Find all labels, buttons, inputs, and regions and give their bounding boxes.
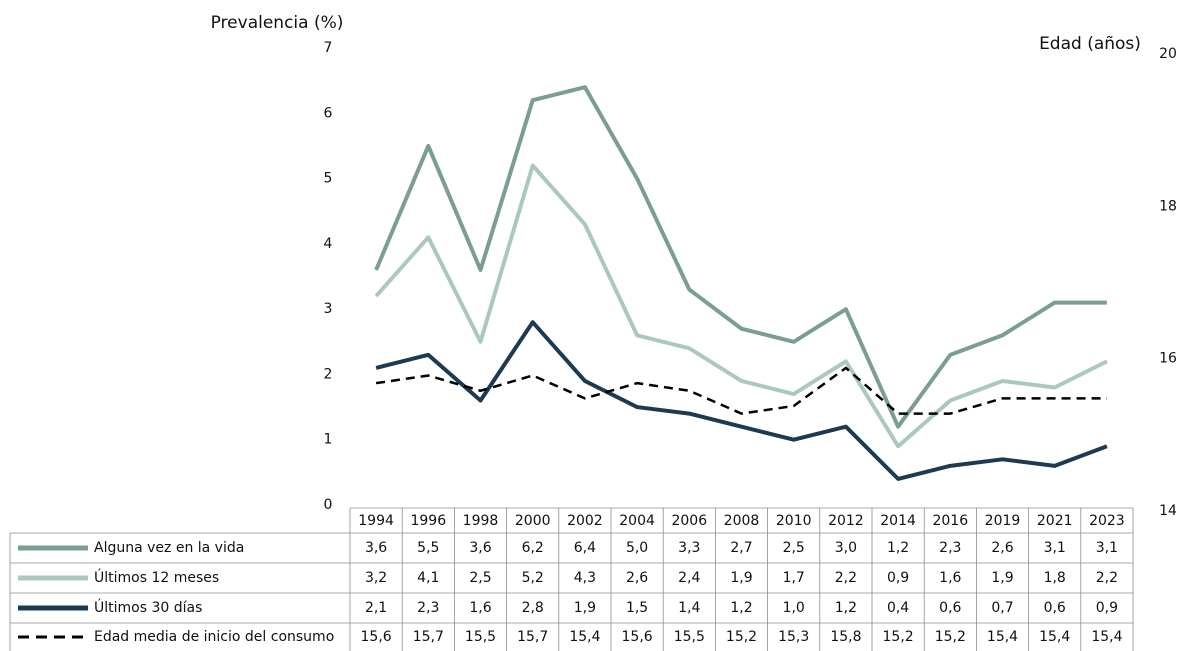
data-label: 2,7 [730,540,752,556]
data-label: 15,3 [778,629,809,645]
data-label: 2,5 [469,570,491,586]
data-label: 1,9 [730,570,752,586]
data-label: 2,5 [783,540,805,556]
data-label: 15,8 [830,629,861,645]
legend-label: Edad media de inicio del consumo [94,629,334,645]
data-label: 6,2 [522,540,544,556]
data-label: 3,6 [365,540,387,556]
x-tick-label: 2012 [828,513,864,529]
data-label: 15,7 [413,629,444,645]
data-label: 4,1 [417,570,439,586]
data-label: 1,4 [678,600,700,616]
data-label: 1,2 [730,600,752,616]
data-label: 2,2 [1096,570,1118,586]
x-tick-label: 2021 [1037,513,1073,529]
x-tick-label: 2019 [985,513,1021,529]
x-tick-label: 2014 [880,513,916,529]
data-label: 0,9 [1096,600,1118,616]
data-label: 6,4 [574,540,596,556]
data-label: 0,6 [1044,600,1066,616]
data-label: 15,6 [361,629,392,645]
y-tick-label: 5 [324,171,333,187]
data-label: 1,0 [783,600,805,616]
data-label: 1,6 [939,570,961,586]
y-tick-label: 6 [324,105,333,121]
data-label: 3,6 [469,540,491,556]
series-line [374,163,1108,449]
series-line [375,366,1107,415]
legend-label: Últimos 30 días [94,598,202,616]
y2-tick-label: 20 [1159,46,1177,62]
x-tick-label: 2002 [567,513,603,529]
y2-tick-label: 18 [1159,198,1177,214]
data-label: 15,4 [1039,629,1070,645]
x-tick-label: 2000 [515,513,551,529]
x-tick-label: 2006 [671,513,707,529]
y-tick-label: 1 [324,432,333,448]
data-label: 5,5 [417,540,439,556]
x-tick-label: 2023 [1089,513,1125,529]
data-label: 2,3 [939,540,961,556]
data-label: 15,2 [726,629,757,645]
data-label: 1,9 [574,600,596,616]
data-label: 1,5 [626,600,648,616]
series-line [374,85,1107,429]
y-tick-label: 2 [324,366,333,382]
y-tick-label: 7 [324,40,333,56]
data-label: 1,2 [887,540,909,556]
data-label: 2,1 [365,600,387,616]
data-label: 1,6 [469,600,491,616]
x-tick-label: 2016 [932,513,968,529]
x-tick-label: 2004 [619,513,655,529]
data-label: 15,2 [935,629,966,645]
data-label: 3,1 [1096,540,1118,556]
data-label: 2,4 [678,570,700,586]
y2-tick-label: 16 [1159,351,1177,367]
y-tick-label: 0 [324,497,333,513]
y-axis-title: Prevalencia (%) [211,13,344,33]
data-label: 15,4 [569,629,600,645]
x-tick-label: 1996 [410,513,446,529]
data-label: 15,2 [883,629,914,645]
data-label: 5,0 [626,540,648,556]
data-label: 3,3 [678,540,700,556]
data-label: 2,3 [417,600,439,616]
data-label: 0,6 [939,600,961,616]
data-label: 1,7 [783,570,805,586]
data-label: 5,2 [522,570,544,586]
legend-label: Alguna vez en la vida [94,540,244,556]
x-tick-label: 1998 [463,513,499,529]
data-label: 0,9 [887,570,909,586]
data-label: 2,6 [626,570,648,586]
data-label: 3,0 [835,540,857,556]
data-label: 15,6 [622,629,653,645]
data-label: 2,2 [835,570,857,586]
data-label: 2,8 [522,600,544,616]
data-label: 15,7 [517,629,548,645]
data-label: 0,4 [887,600,909,616]
x-tick-label: 2008 [724,513,760,529]
data-label: 15,5 [674,629,705,645]
y2-tick-label: 14 [1159,503,1177,519]
data-label: 1,8 [1044,570,1066,586]
data-label: 4,3 [574,570,596,586]
y-tick-label: 3 [324,301,333,317]
data-label: 0,7 [991,600,1013,616]
x-tick-label: 2010 [776,513,812,529]
legend-label: Últimos 12 meses [94,568,219,586]
data-label: 15,5 [465,629,496,645]
data-label: 15,4 [987,629,1018,645]
y2-axis-title: Edad (años) [1039,34,1141,54]
data-label: 1,2 [835,600,857,616]
data-label: 15,4 [1091,629,1122,645]
x-tick-label: 1994 [358,513,394,529]
series-line [375,320,1108,481]
data-label: 3,2 [365,570,387,586]
y-tick-label: 4 [324,236,333,252]
data-label: 3,1 [1044,540,1066,556]
data-label: 2,6 [991,540,1013,556]
data-label: 1,9 [991,570,1013,586]
